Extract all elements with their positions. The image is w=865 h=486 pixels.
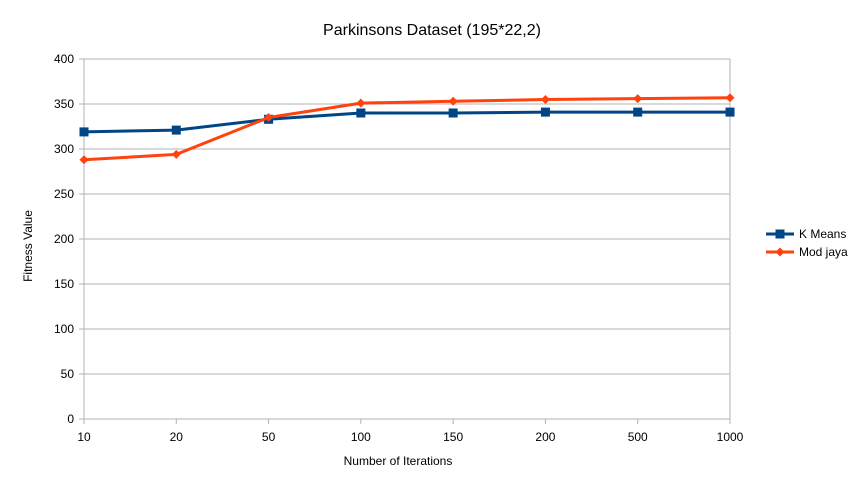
legend: K Means Mod jaya: [766, 227, 848, 259]
legend-marker-mod-jaya: [775, 247, 785, 257]
y-tick-label: 50: [61, 367, 75, 381]
legend-item-k-means: K Means: [766, 227, 846, 241]
axes: [79, 58, 731, 424]
series-k-means: [79, 107, 735, 137]
x-tick-label: 1000: [717, 430, 744, 444]
y-tick-label: 150: [54, 277, 74, 291]
data-point-k-means: [356, 108, 366, 118]
x-tick-label: 200: [535, 430, 555, 444]
x-tick-label: 50: [262, 430, 276, 444]
data-point-mod-jaya: [171, 149, 181, 159]
data-point-k-means: [633, 107, 643, 117]
data-point-k-means: [171, 125, 181, 135]
y-tick-label: 200: [54, 232, 74, 246]
y-tick-label: 0: [67, 412, 74, 426]
x-tick-label: 500: [628, 430, 648, 444]
data-point-mod-jaya: [540, 95, 550, 104]
y-tick-labels: 0 50 100 150 200 250 300 350 400: [54, 52, 74, 426]
x-tick-label: 20: [170, 430, 184, 444]
y-tick-label: 350: [54, 97, 74, 111]
data-point-mod-jaya: [725, 93, 735, 103]
legend-item-mod-jaya: Mod jaya: [766, 245, 848, 259]
x-tick-label: 150: [443, 430, 463, 444]
x-axis-title: Number of Iterations: [344, 454, 453, 468]
data-point-mod-jaya: [79, 155, 89, 165]
y-axis-title: Fitness Value: [21, 210, 35, 282]
x-tick-labels: 10 20 50 100 150 200 500 1000: [77, 430, 743, 444]
legend-marker-k-means: [775, 229, 785, 239]
x-tick-label: 10: [77, 430, 91, 444]
series-line-mod-jaya: [83, 96, 731, 162]
data-point-mod-jaya: [633, 94, 643, 104]
data-point-mod-jaya: [448, 96, 458, 106]
series-mod-jaya: [79, 93, 735, 165]
y-tick-label: 400: [54, 52, 74, 66]
legend-label-mod-jaya: Mod jaya: [799, 245, 848, 259]
data-point-k-means: [540, 107, 550, 117]
data-point-mod-jaya: [356, 98, 366, 108]
data-point-mod-jaya: [264, 113, 274, 122]
data-point-k-means: [448, 108, 458, 118]
chart-title: Parkinsons Dataset (195*22,2): [323, 22, 541, 39]
y-tick-label: 100: [54, 322, 74, 336]
y-tick-label: 250: [54, 187, 74, 201]
data-point-k-means: [79, 127, 89, 137]
series-line-k-means: [83, 110, 730, 134]
legend-label-k-means: K Means: [799, 227, 846, 241]
series: [79, 93, 735, 165]
y-tick-label: 300: [54, 142, 74, 156]
x-tick-label: 100: [351, 430, 371, 444]
data-point-k-means: [725, 107, 735, 117]
